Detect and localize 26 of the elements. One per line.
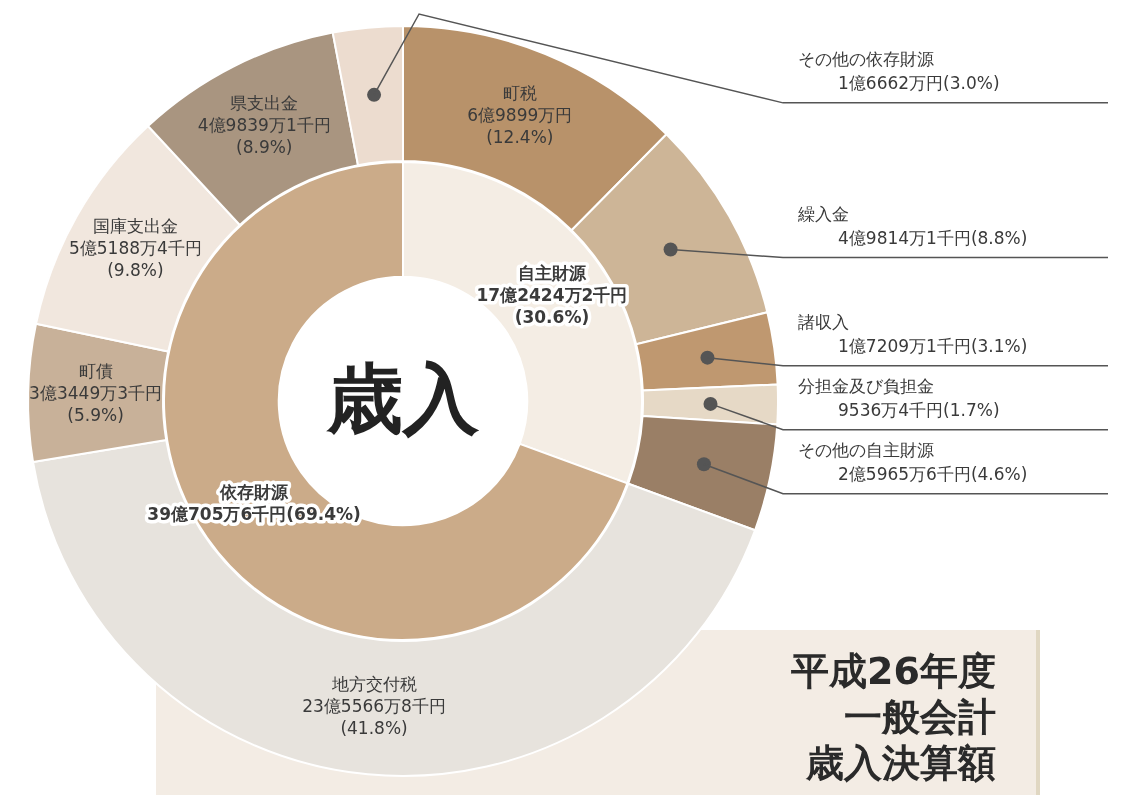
data-label: 4億9839万1千円(8.9%) (197, 115, 331, 157)
slice-label: 諸収入 (798, 312, 849, 333)
data-label: 1億7209万1千円(3.1%) (838, 336, 1028, 357)
slice-label: 県支出金 (230, 93, 299, 113)
slice-label: 町債 (78, 360, 113, 381)
data-label: 2億5965万6千円(4.6%) (838, 464, 1028, 485)
slice-label: その他の自主財源 (798, 440, 934, 461)
slice-label: 分担金及び負担金 (798, 376, 934, 397)
data-label: 3億3449万3千円(5.9%) (29, 382, 163, 425)
slice-label: 町税 (502, 82, 537, 103)
data-label: 23億5566万8千円(41.8%) (302, 695, 446, 738)
data-label: 17億2424万2千円(30.6%) (476, 285, 628, 328)
slice-label: その他の依存財源 (798, 49, 934, 70)
data-label: 9536万4千円(1.7%) (838, 400, 1000, 421)
slice-label: 自主財源 (517, 263, 587, 284)
text: 歳入 (326, 353, 480, 443)
data-label: 5億5188万4千円(9.8%) (68, 237, 202, 280)
slice-label: 繰入金 (797, 203, 849, 224)
slice-label: 地方交付税 (330, 673, 417, 694)
slice-label: 依存財源 (219, 482, 290, 503)
text: 歳入決算額 (806, 740, 996, 786)
data-label: 6億9899万円(12.4%) (467, 104, 573, 147)
data-label: 1億6662万円(3.0%) (838, 73, 1000, 94)
data-label: 4億9814万1千円(8.8%) (838, 227, 1028, 248)
text: 平成26年度一般会計 (790, 648, 996, 740)
slice-label: 国庫支出金 (92, 215, 178, 236)
